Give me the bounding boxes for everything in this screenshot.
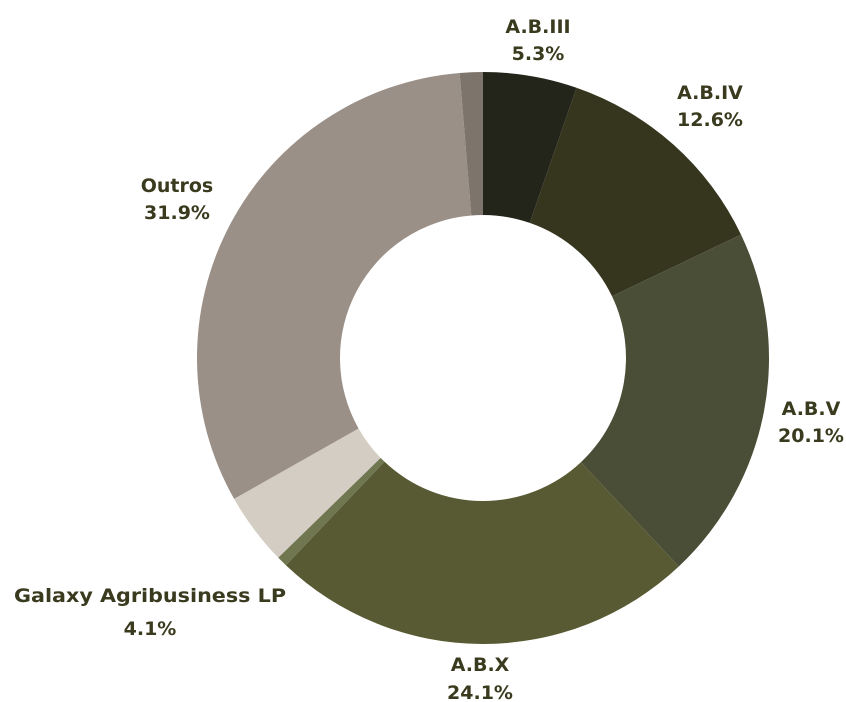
label-galaxy: Galaxy Agribusiness LP 4.1%: [14, 585, 286, 640]
slice-a-b-iii: [483, 72, 577, 223]
slices-group: [196, 72, 769, 644]
slice-value: 12.6%: [677, 109, 743, 131]
slice-value: 20.1%: [778, 425, 844, 447]
label-ab-iv: A.B.IV 12.6%: [677, 82, 743, 131]
label-ab-iii: A.B.III 5.3%: [505, 16, 570, 65]
label-ab-x: A.B.X 24.1%: [447, 654, 513, 702]
slice-galaxy-agribusiness-lp: [234, 428, 381, 558]
slice-outros: [196, 72, 472, 499]
slice-value: 31.9%: [144, 202, 210, 224]
label-ab-v: A.B.V 20.1%: [778, 398, 844, 447]
slice-value: 5.3%: [512, 43, 565, 65]
slice-a-b-x: [285, 461, 679, 644]
slice-label: A.B.III: [505, 16, 570, 38]
slice-label: Galaxy Agribusiness LP: [14, 585, 286, 607]
slice-value: 24.1%: [447, 682, 513, 702]
slice-a-b-v: [580, 234, 769, 567]
label-outros: Outros 31.9%: [141, 175, 214, 224]
slice-unlabeled-7: [459, 72, 483, 216]
slice-label: A.B.V: [782, 398, 841, 420]
slice-value: 4.1%: [124, 618, 177, 640]
slice-a-b-iv: [529, 87, 742, 297]
slice-unlabeled-4: [278, 457, 385, 566]
slice-label: Outros: [141, 175, 214, 197]
slice-label: A.B.IV: [677, 82, 743, 104]
slice-label: A.B.X: [451, 654, 510, 676]
